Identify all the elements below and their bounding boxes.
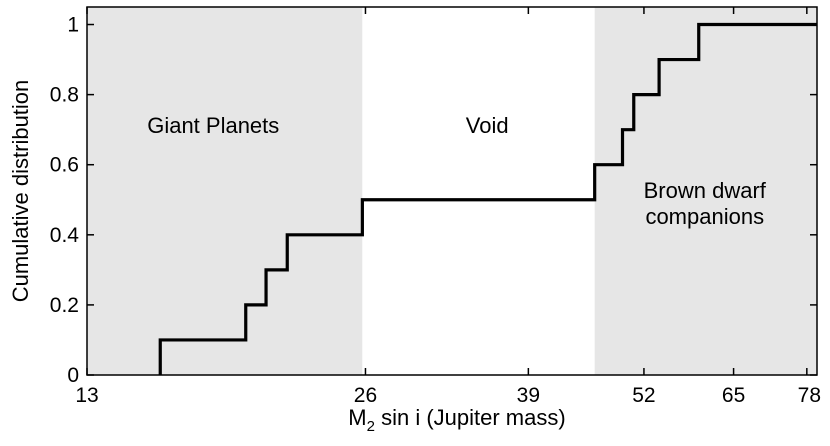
y-tick-label: 0 [67, 364, 79, 387]
y-tick-label: 0.6 [50, 154, 79, 177]
region-band-0 [87, 7, 362, 375]
x-tick-label: 39 [517, 384, 540, 407]
y-axis-label: Cumulative distribution [8, 80, 33, 303]
x-tick-label: 52 [632, 384, 655, 407]
x-axis-label-subscript: 2 [367, 418, 375, 435]
x-axis-label-main: M [348, 405, 366, 430]
region-label-0: Giant Planets [147, 113, 279, 138]
x-axis-label: M2 sin i (Jupiter mass) [348, 405, 565, 435]
region-band-1 [362, 7, 594, 375]
y-tick-label: 0.2 [50, 294, 79, 317]
x-tick-label: 26 [354, 384, 377, 407]
y-tick-label: 0.4 [50, 224, 80, 247]
region-label-1: Void [466, 113, 509, 138]
x-axis-label-rest: sin i (Jupiter mass) [375, 405, 566, 430]
region-label-2: Brown dwarf companions [644, 178, 767, 229]
x-tick-label: 65 [722, 384, 745, 407]
x-tick-label: 13 [75, 384, 98, 407]
y-tick-label: 1 [67, 14, 79, 37]
y-tick-label: 0.8 [50, 84, 79, 107]
x-tick-label: 78 [798, 384, 821, 407]
